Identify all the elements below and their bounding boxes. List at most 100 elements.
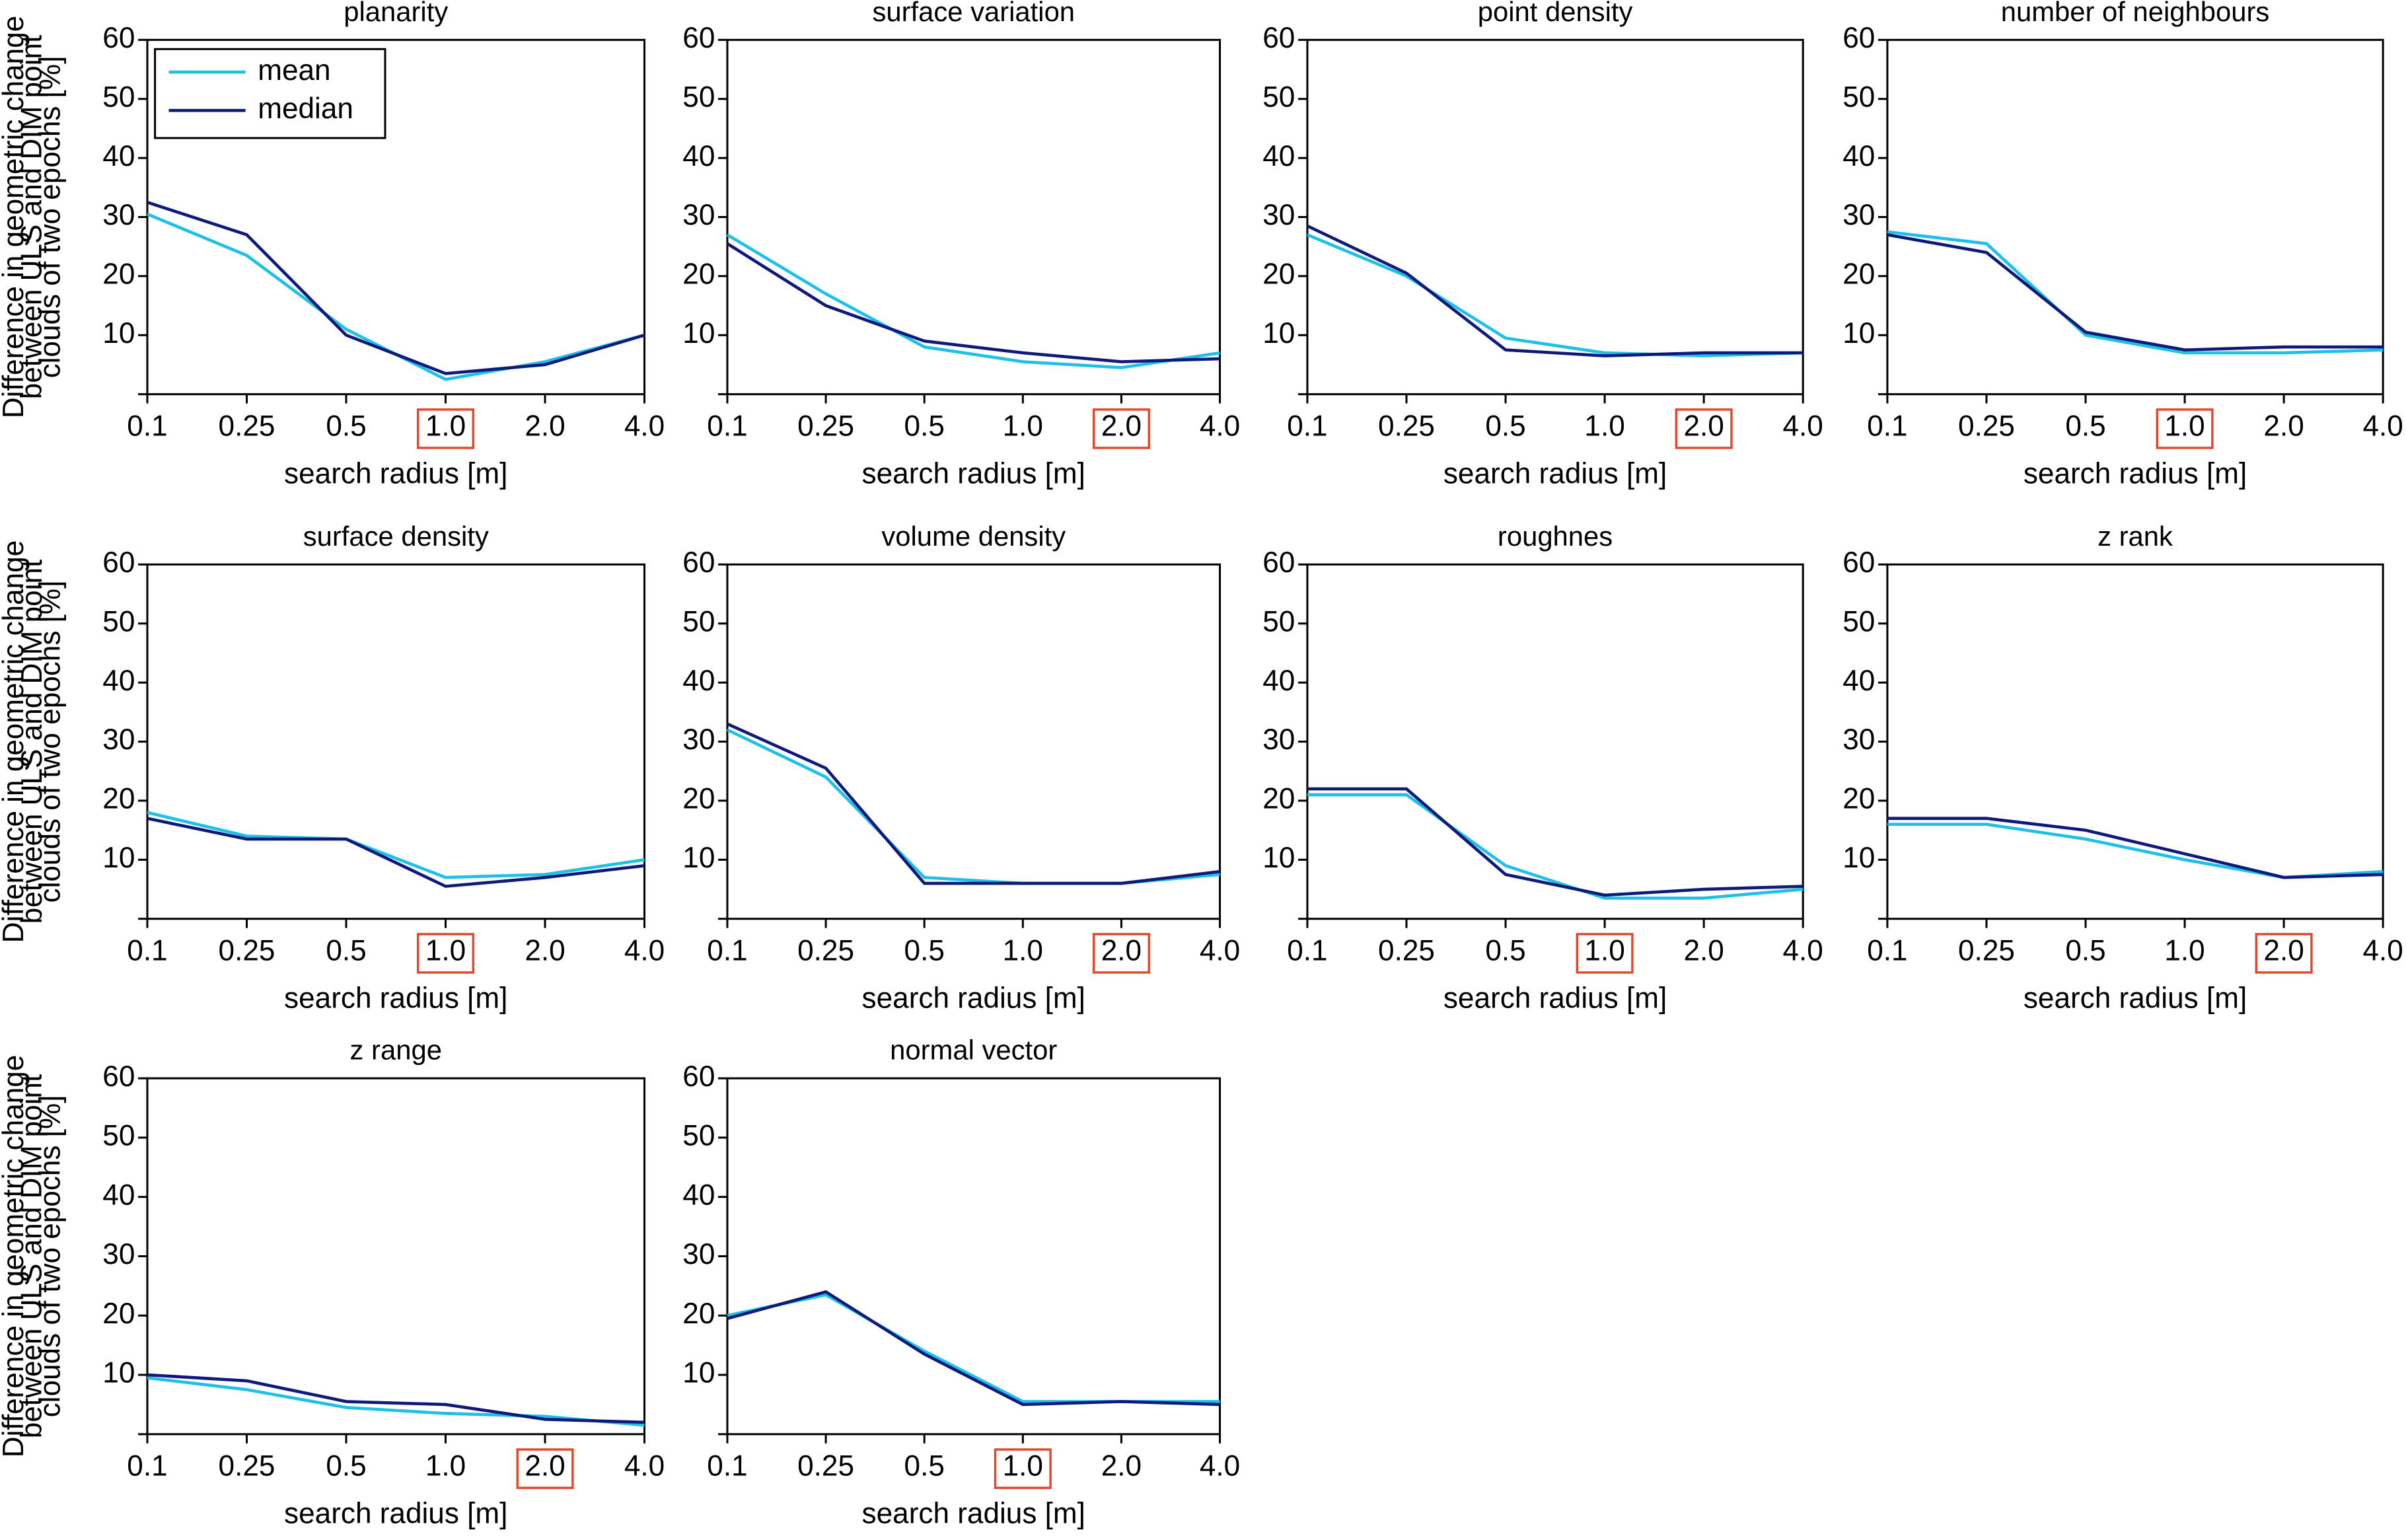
- x-tick-label: 2.0: [1101, 934, 1142, 967]
- y-tick-label: 10: [1842, 842, 1875, 874]
- x-axis-label: search radius [m]: [2023, 982, 2247, 1014]
- x-tick-label: 2.0: [1101, 1450, 1142, 1483]
- y-tick-label: 40: [102, 665, 135, 697]
- series-line: [147, 1373, 645, 1424]
- x-tick-label: 0.1: [127, 934, 167, 967]
- chart-title: point density: [1478, 0, 1633, 27]
- y-tick-label: 20: [102, 258, 135, 291]
- x-tick-label: 2.0: [525, 1450, 565, 1483]
- x-tick-label: 0.5: [904, 934, 945, 967]
- x-axis-label: search radius [m]: [862, 457, 1085, 490]
- x-tick-label: 0.5: [326, 1450, 366, 1483]
- series-line: [1887, 233, 2384, 351]
- highlight-box: [416, 408, 475, 449]
- highlight-box: [2156, 408, 2214, 449]
- x-tick-label: 0.25: [797, 410, 854, 442]
- x-tick-label: 1.0: [425, 1450, 466, 1483]
- series-line: [727, 1290, 1220, 1407]
- x-axis-label: search radius [m]: [284, 457, 507, 490]
- y-tick-label: 10: [1262, 317, 1295, 349]
- x-tick-label: 0.1: [1867, 410, 1907, 442]
- x-tick-label: 0.25: [219, 1450, 275, 1483]
- x-axis-label: search radius [m]: [284, 1498, 507, 1530]
- y-tick-label: 10: [102, 317, 135, 349]
- x-tick-label: 4.0: [2362, 410, 2403, 442]
- x-tick-label: 0.25: [219, 410, 275, 442]
- y-tick-label: 40: [682, 1179, 715, 1211]
- y-tick-label: 50: [682, 605, 715, 638]
- x-tick-label: 0.5: [2065, 410, 2105, 442]
- y-tick-label: 60: [682, 22, 715, 54]
- chart-title: volume density: [881, 521, 1066, 552]
- y-tick-label: 40: [102, 1179, 135, 1211]
- y-tick-label: 20: [1262, 783, 1295, 815]
- x-tick-label: 1.0: [1584, 934, 1624, 967]
- y-tick-label: 50: [1842, 81, 1875, 113]
- plot-frame: [726, 563, 1221, 920]
- y-tick-label: 20: [1842, 258, 1875, 291]
- x-tick-label: 1.0: [1003, 1450, 1043, 1483]
- x-tick-label: 4.0: [1200, 1450, 1240, 1483]
- highlight-box: [516, 1448, 574, 1489]
- x-tick-label: 0.1: [127, 1450, 167, 1483]
- y-tick-label: 60: [1262, 546, 1295, 579]
- y-tick-label: 20: [1842, 783, 1875, 815]
- y-tick-label: 60: [102, 546, 135, 579]
- series-line: [726, 728, 1220, 885]
- y-tick-label: 40: [102, 140, 135, 172]
- y-tick-label: 20: [102, 1298, 135, 1330]
- x-tick-label: 0.5: [1485, 934, 1525, 967]
- y-tick-label: 40: [682, 665, 715, 697]
- x-tick-label: 0.1: [127, 410, 167, 442]
- y-tick-label: 30: [682, 199, 715, 231]
- x-tick-label: 2.0: [525, 934, 565, 967]
- y-tick-label: 60: [1842, 546, 1875, 579]
- y-tick-label: 30: [682, 1238, 715, 1270]
- x-axis-label: search radius [m]: [284, 982, 507, 1014]
- y-tick-label: 50: [1842, 605, 1875, 638]
- highlight-box: [416, 933, 475, 974]
- highlight-box: [1576, 933, 1634, 974]
- x-tick-label: 4.0: [1783, 934, 1823, 967]
- chart-title: normal vector: [890, 1035, 1057, 1066]
- y-axis-label: Difference in geometric change: [0, 16, 30, 419]
- chart-title: number of neighbours: [2001, 0, 2270, 27]
- highlight-box: [2255, 933, 2313, 974]
- y-tick-label: 30: [102, 723, 135, 756]
- y-tick-label: 10: [102, 842, 135, 874]
- y-tick-label: 10: [682, 1357, 715, 1389]
- highlight-box: [1675, 408, 1733, 449]
- series-line: [727, 1293, 1220, 1403]
- y-tick-label: 30: [1262, 723, 1295, 756]
- x-tick-label: 0.1: [707, 410, 747, 442]
- y-tick-label: 50: [682, 81, 715, 113]
- y-tick-label: 20: [682, 783, 715, 815]
- y-tick-label: 60: [102, 1060, 135, 1093]
- x-tick-label: 0.25: [1378, 934, 1435, 967]
- x-tick-label: 0.25: [219, 934, 275, 967]
- x-tick-label: 4.0: [1200, 934, 1240, 967]
- series-line: [147, 200, 645, 375]
- chart-title: z rank: [2097, 521, 2173, 552]
- plot-frame: [146, 563, 646, 920]
- x-tick-label: 0.25: [797, 934, 854, 967]
- series-line: [726, 233, 1220, 369]
- y-tick-label: 60: [102, 22, 135, 54]
- highlight-box: [1092, 408, 1150, 449]
- series-line: [1887, 823, 2384, 879]
- x-axis-label: search radius [m]: [1443, 457, 1667, 490]
- y-tick-label: 10: [1842, 317, 1875, 349]
- x-tick-label: 1.0: [1003, 934, 1043, 967]
- x-tick-label: 0.25: [1378, 410, 1435, 442]
- y-tick-label: 50: [1262, 81, 1295, 113]
- x-tick-label: 1.0: [1003, 410, 1043, 442]
- series-line: [1887, 230, 2384, 355]
- x-axis-label: search radius [m]: [862, 982, 1085, 1014]
- x-tick-label: 2.0: [2263, 934, 2304, 967]
- x-axis-label: search radius [m]: [862, 1498, 1085, 1530]
- y-tick-label: 30: [102, 1238, 135, 1270]
- series-line: [1307, 793, 1804, 900]
- series-line: [147, 811, 645, 879]
- y-tick-label: 50: [682, 1120, 715, 1152]
- series-line: [147, 1376, 645, 1427]
